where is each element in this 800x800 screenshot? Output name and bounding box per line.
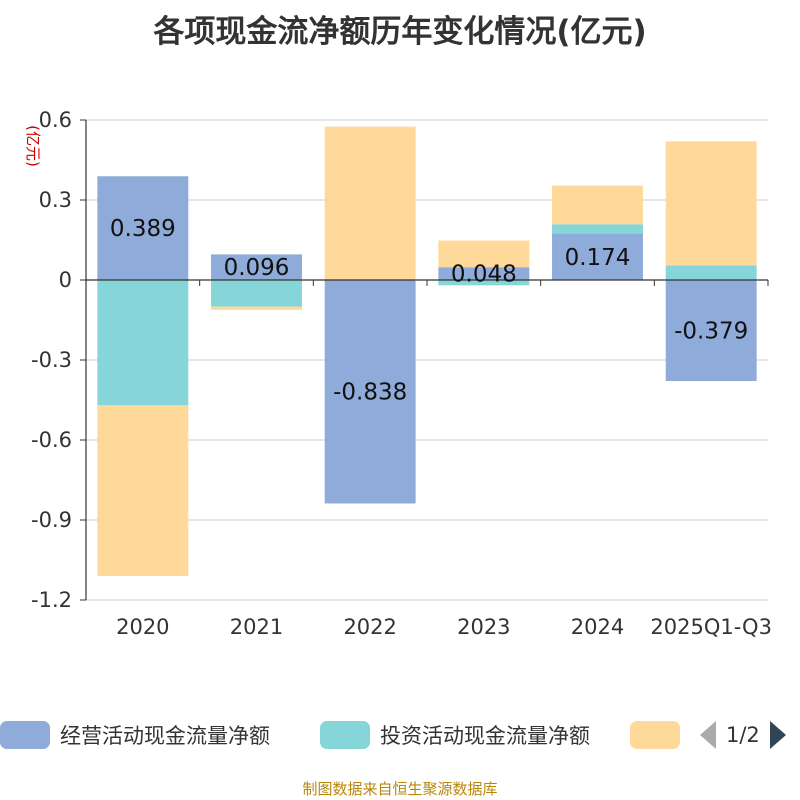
data-label-2023: 0.048 xyxy=(451,262,517,288)
legend-swatch-financing xyxy=(630,721,680,749)
legend-swatch-operating xyxy=(0,721,50,749)
legend-prev-arrow-icon[interactable] xyxy=(700,721,716,749)
x-tick-label-2025Q1-Q3: 2025Q1-Q3 xyxy=(650,615,772,639)
bar-2021-series2 xyxy=(211,306,302,310)
y-tick-label: -0.6 xyxy=(31,428,72,452)
data-label-2024: 0.174 xyxy=(565,245,631,271)
y-tick-label: -1.2 xyxy=(31,588,72,612)
data-label-2020: 0.389 xyxy=(110,216,176,242)
bar-2023-series0 xyxy=(438,267,530,280)
bar-2020-series2 xyxy=(97,405,189,576)
x-tick-label-2022: 2022 xyxy=(343,615,396,639)
chart-title: 各项现金流净额历年变化情况(亿元) xyxy=(153,14,647,50)
bar-2024-series0 xyxy=(552,233,643,280)
chart-plot: 0.6 0.3 0 -0.3 -0.6 -0.9 -1.2 (亿元) 0.389 2020 0.09… xyxy=(24,108,772,639)
legend-pager: 1/2 xyxy=(700,718,786,752)
bar-2025Q1-Q3-series1 xyxy=(665,265,757,280)
y-tick-label: 0 xyxy=(59,268,72,292)
bar-2024-series1 xyxy=(552,224,643,234)
bar-2023-series1 xyxy=(438,280,530,286)
x-tick-label-2023: 2023 xyxy=(457,615,510,639)
bar-2025Q1-Q3-series0 xyxy=(665,280,757,382)
bar-2021-series0 xyxy=(211,254,302,280)
y-tick-label: 0.3 xyxy=(39,188,72,212)
legend-swatch-investing xyxy=(320,721,370,749)
legend-item-investing[interactable]: 投资活动现金流量净额 xyxy=(320,720,590,750)
legend-label-operating: 经营活动现金流量净额 xyxy=(60,724,270,748)
bar-2021-series1 xyxy=(211,280,302,307)
x-tick-label-2020: 2020 xyxy=(116,615,169,639)
bar-2022-series0 xyxy=(324,280,416,504)
legend: 经营活动现金流量净额 投资活动现金流量净额 1/2 xyxy=(0,712,800,756)
bar-2023-series2 xyxy=(438,240,530,268)
data-label-2022: -0.838 xyxy=(333,380,407,406)
legend-next-arrow-icon[interactable] xyxy=(769,721,786,749)
bar-2020-series0 xyxy=(97,176,189,280)
bar-2024-series2 xyxy=(552,185,643,225)
x-tick-label-2024: 2024 xyxy=(571,615,624,639)
y-tick-label: -0.3 xyxy=(31,348,72,372)
legend-label-investing: 投资活动现金流量净额 xyxy=(380,724,590,748)
legend-item-financing[interactable] xyxy=(630,720,690,750)
y-tick-label: 0.6 xyxy=(39,108,72,132)
legend-page-indicator: 1/2 xyxy=(726,723,760,747)
data-label-2021: 0.096 xyxy=(224,255,290,281)
bar-2025Q1-Q3-series2 xyxy=(665,141,757,266)
bar-2022-series2 xyxy=(324,126,416,281)
bar-2020-series1 xyxy=(97,280,189,406)
y-axis-label: (亿元) xyxy=(24,125,42,167)
source-note: 制图数据来自恒生聚源数据库 xyxy=(302,780,498,798)
y-tick-label: -0.9 xyxy=(31,508,72,532)
x-tick-label-2021: 2021 xyxy=(230,615,283,639)
legend-item-operating[interactable]: 经营活动现金流量净额 xyxy=(0,720,270,750)
data-label-2025Q1-Q3: -0.379 xyxy=(674,319,748,345)
